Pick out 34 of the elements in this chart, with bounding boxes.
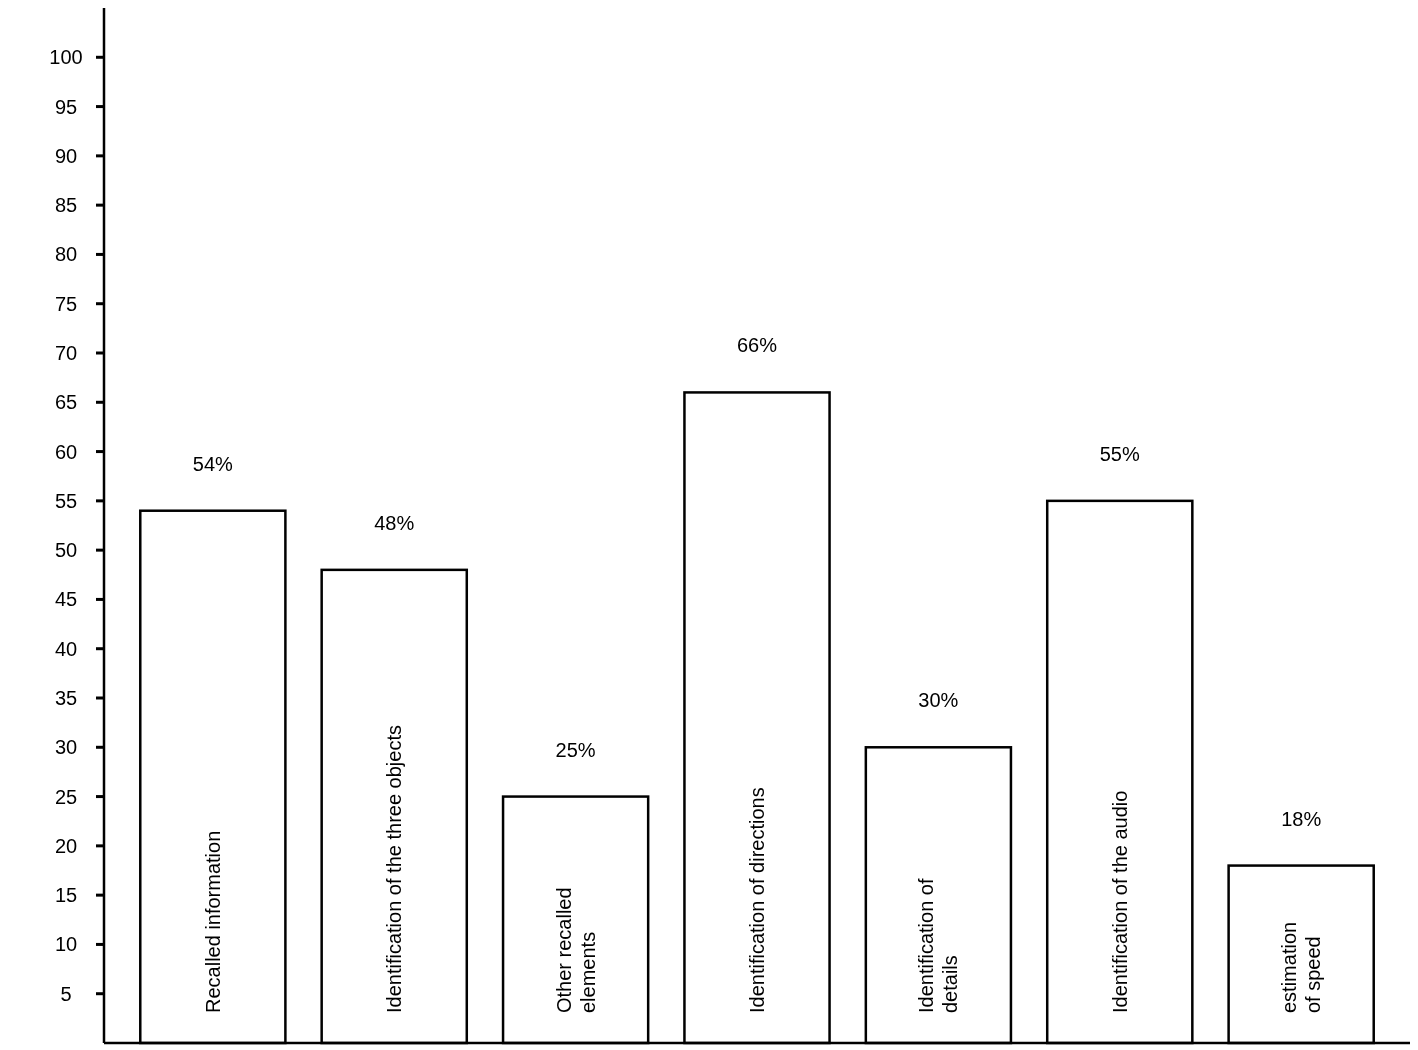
x-tick-label: Other recalled elements — [552, 887, 599, 1013]
y-tick-label: 60 — [54, 440, 78, 463]
x-tick-label: Recalled information — [201, 830, 224, 1013]
data-label: 30% — [918, 689, 959, 712]
y-tick-label: 70 — [54, 342, 78, 364]
data-label: 18% — [1281, 807, 1322, 830]
y-tick-label: 100 — [49, 46, 83, 69]
y-tick-label: 5 — [60, 982, 72, 1005]
y-tick-label: 20 — [54, 834, 78, 857]
data-label: 25% — [555, 738, 596, 761]
y-tick-label: 50 — [54, 539, 78, 562]
y-tick-label: 45 — [54, 588, 78, 611]
x-tick-label: Identification of details — [915, 878, 962, 1013]
y-tick-label: 55 — [54, 489, 78, 512]
data-label: 48% — [374, 511, 415, 534]
y-tick-label: 30 — [54, 736, 78, 759]
y-tick-label: 95 — [54, 95, 78, 118]
x-tick-label: estimation of speed — [1278, 921, 1325, 1013]
y-tick-label: 80 — [54, 243, 78, 266]
y-tick-label: 75 — [54, 292, 78, 315]
y-tick-label: 15 — [54, 884, 78, 907]
y-tick-label: 90 — [54, 144, 78, 167]
y-tick-label: 10 — [54, 933, 78, 956]
y-tick-label: 85 — [54, 194, 78, 217]
y-tick-label: 40 — [54, 637, 78, 660]
x-tick-label: Identification of the three objects — [383, 725, 406, 1013]
data-label: 55% — [1099, 442, 1141, 465]
data-label: 66% — [736, 334, 778, 357]
x-tick-label: Identification of directions — [746, 787, 768, 1013]
x-tick-label: Identification of the audio — [1108, 790, 1131, 1013]
y-tick-label: 65 — [54, 391, 78, 414]
y-tick-label: 35 — [54, 687, 78, 709]
data-label: 54% — [192, 452, 234, 475]
y-tick-label: 25 — [54, 785, 78, 808]
